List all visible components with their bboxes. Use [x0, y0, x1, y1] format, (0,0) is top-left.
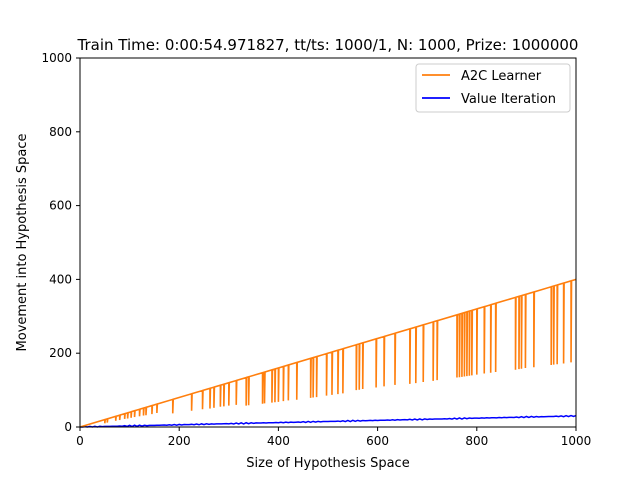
series-line-a2c-learner	[79, 278, 577, 428]
legend-label-value-iteration: Value Iteration	[461, 92, 556, 107]
x-tick-label: 200	[168, 434, 191, 448]
y-tick-label: 800	[49, 125, 72, 139]
x-tick-label: 800	[465, 434, 488, 448]
y-axis-ticks: 0 200 400 600 800 1000	[41, 51, 80, 434]
series-line-value-iteration	[80, 414, 577, 428]
legend-box	[415, 63, 571, 113]
y-tick-label: 400	[49, 272, 72, 286]
legend: A2C Learner Value Iteration	[415, 63, 571, 113]
x-tick-label: 1000	[561, 434, 592, 448]
y-tick-label: 0	[64, 420, 72, 434]
y-tick-label: 1000	[41, 51, 72, 65]
y-tick-label: 600	[49, 199, 72, 213]
plot-frame	[79, 57, 577, 428]
plot-area	[79, 278, 577, 428]
y-tick-label: 200	[49, 346, 72, 360]
y-axis-label: Movement into Hypothesis Space	[15, 134, 30, 352]
x-tick-label: 400	[267, 434, 290, 448]
x-axis-label: Size of Hypothesis Space	[246, 456, 409, 471]
x-tick-label: 0	[76, 434, 84, 448]
legend-label-a2c: A2C Learner	[461, 69, 542, 84]
x-axis-ticks: 0 200 400 600 800 1000	[76, 427, 591, 448]
chart-title: Train Time: 0:00:54.971827, tt/ts: 1000/…	[77, 36, 579, 54]
x-tick-label: 600	[366, 434, 389, 448]
